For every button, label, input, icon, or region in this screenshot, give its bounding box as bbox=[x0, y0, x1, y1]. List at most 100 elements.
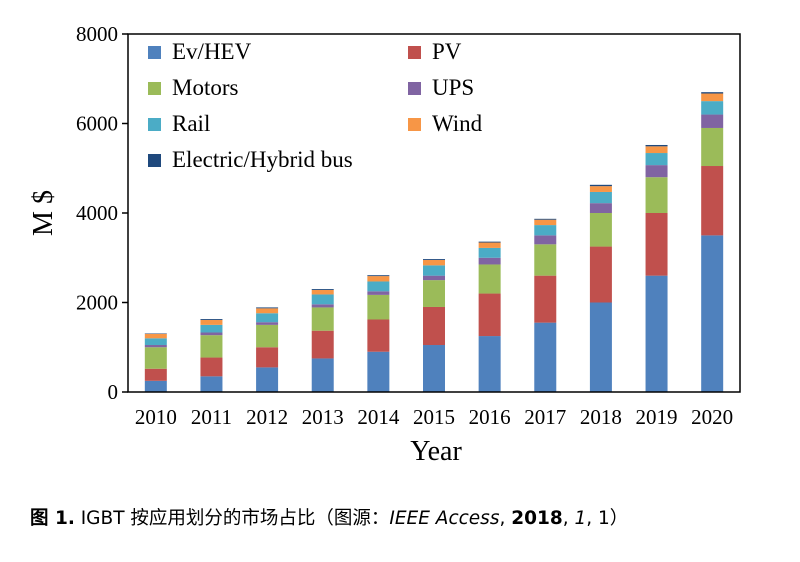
igbt-market-chart: 0 2000 4000 6000 8000 2010 2011 2012 2013 2014 201… bbox=[28, 22, 741, 467]
bar-segment-ups-2017 bbox=[534, 235, 557, 245]
bar-segment-motors-2014 bbox=[367, 294, 390, 320]
legend-swatch bbox=[148, 154, 161, 167]
bar-segment-electric-hybrid-bus-2018 bbox=[589, 184, 612, 187]
legend-label: UPS bbox=[432, 75, 474, 100]
caption-journal: IEEE Access bbox=[389, 508, 500, 529]
legend-swatch bbox=[148, 118, 161, 131]
bar-segment-ups-2018 bbox=[589, 203, 612, 213]
bar-segment-pv-2011 bbox=[200, 357, 223, 377]
bar-segment-ev-hev-2010 bbox=[144, 380, 167, 392]
legend-swatch bbox=[148, 82, 161, 95]
bar-segment-wind-2018 bbox=[589, 186, 612, 192]
x-tick-label: 2011 bbox=[191, 405, 232, 429]
y-axis-label: M $ bbox=[28, 190, 59, 236]
bar-segment-ups-2014 bbox=[367, 291, 390, 295]
legend-label: Rail bbox=[172, 111, 210, 136]
bar-segment-rail-2013 bbox=[311, 294, 334, 305]
bar-segment-motors-2016 bbox=[478, 264, 501, 294]
bar-segment-electric-hybrid-bus-2015 bbox=[423, 259, 445, 260]
bar-segment-motors-2011 bbox=[200, 335, 223, 358]
legend-label: Wind bbox=[432, 111, 483, 136]
x-tick-label: 2015 bbox=[413, 405, 455, 429]
bar-segment-rail-2014 bbox=[367, 281, 390, 292]
x-tick-label: 2018 bbox=[580, 405, 622, 429]
bar-segment-rail-2020 bbox=[701, 101, 724, 115]
caption-year: 2018 bbox=[511, 508, 563, 529]
y-tick-label: 0 bbox=[108, 380, 119, 404]
bar-segment-electric-hybrid-bus-2013 bbox=[311, 289, 334, 290]
bar-segment-wind-2015 bbox=[423, 259, 445, 266]
y-tick-label: 2000 bbox=[76, 291, 118, 315]
bar-segment-ups-2010 bbox=[144, 345, 167, 348]
bar-segment-ups-2015 bbox=[423, 275, 445, 281]
x-tick-label: 2017 bbox=[524, 405, 566, 429]
bar-segment-ev-hev-2019 bbox=[645, 275, 668, 392]
bar-segment-pv-2012 bbox=[256, 347, 279, 368]
bar-segment-wind-2014 bbox=[367, 276, 390, 282]
bar-segment-rail-2012 bbox=[256, 313, 279, 323]
bar-segment-rail-2015 bbox=[423, 265, 445, 276]
caption-tail: , 1） bbox=[586, 508, 629, 529]
bar-segment-pv-2013 bbox=[311, 330, 334, 359]
bar-segment-rail-2018 bbox=[589, 191, 612, 204]
figure-caption: 图 1. IGBT 按应用划分的市场占比（图源：IEEE Access, 201… bbox=[30, 504, 790, 530]
bar-segment-pv-2017 bbox=[534, 275, 557, 323]
bar-segment-pv-2015 bbox=[423, 306, 445, 346]
bar-segment-wind-2019 bbox=[645, 146, 668, 154]
bar-segment-ev-hev-2011 bbox=[200, 376, 223, 392]
legend-swatch bbox=[148, 46, 161, 59]
caption-volume: 1 bbox=[574, 508, 587, 529]
bar-segment-electric-hybrid-bus-2012 bbox=[256, 307, 279, 309]
bar-segment-ups-2012 bbox=[256, 322, 279, 325]
x-tick-label: 2016 bbox=[469, 405, 511, 429]
bar-segment-ev-hev-2012 bbox=[256, 367, 279, 392]
bar-segment-ev-hev-2020 bbox=[701, 235, 724, 392]
bar-segment-electric-hybrid-bus-2011 bbox=[200, 319, 223, 320]
legend-label: Electric/Hybrid bus bbox=[172, 147, 353, 172]
x-tick-label: 2014 bbox=[357, 405, 400, 429]
x-axis-label: Year bbox=[410, 436, 462, 467]
caption-text: IGBT 按应用划分的市场占比（图源： bbox=[74, 508, 390, 529]
bar-segment-ev-hev-2018 bbox=[589, 302, 612, 392]
bar-segment-wind-2020 bbox=[701, 93, 724, 102]
bar-segment-rail-2010 bbox=[144, 338, 167, 346]
bar-segment-ups-2013 bbox=[311, 304, 334, 308]
bar-segment-rail-2016 bbox=[478, 247, 501, 258]
bar-segment-pv-2019 bbox=[645, 213, 668, 276]
legend-label: Ev/HEV bbox=[172, 39, 252, 64]
caption-sep2: , bbox=[562, 508, 575, 529]
x-tick-label: 2019 bbox=[636, 405, 678, 429]
bar-segment-rail-2011 bbox=[200, 324, 223, 333]
bar-segment-wind-2013 bbox=[311, 289, 334, 295]
bar-segment-electric-hybrid-bus-2014 bbox=[367, 275, 390, 277]
bar-segment-ev-hev-2013 bbox=[311, 358, 334, 392]
legend-swatch bbox=[408, 118, 421, 131]
bar-segment-motors-2012 bbox=[256, 324, 279, 348]
bar-segment-wind-2016 bbox=[478, 242, 501, 248]
bar-segment-electric-hybrid-bus-2019 bbox=[645, 144, 668, 147]
bar-segment-ev-hev-2014 bbox=[367, 351, 390, 392]
bar-segment-electric-hybrid-bus-2017 bbox=[534, 218, 557, 220]
bar-segment-ev-hev-2016 bbox=[478, 336, 501, 392]
bar-segment-pv-2016 bbox=[478, 293, 501, 337]
y-tick-label: 6000 bbox=[76, 112, 118, 136]
bar-segment-rail-2017 bbox=[534, 225, 557, 236]
x-tick-label: 2010 bbox=[135, 405, 177, 429]
bar-segment-wind-2012 bbox=[256, 308, 279, 314]
bar-segment-ups-2011 bbox=[200, 332, 223, 336]
bar-segment-pv-2018 bbox=[589, 246, 612, 303]
bar-segment-wind-2010 bbox=[144, 333, 167, 339]
legend-label: Motors bbox=[172, 75, 239, 100]
bar-segment-rail-2019 bbox=[645, 153, 668, 166]
bar-segment-ev-hev-2017 bbox=[534, 322, 557, 392]
bar-segment-electric-hybrid-bus-2016 bbox=[478, 241, 501, 243]
bar-segment-motors-2013 bbox=[311, 307, 334, 331]
y-tick-label: 4000 bbox=[76, 201, 118, 225]
bar-segment-ups-2016 bbox=[478, 257, 501, 265]
bar-segment-motors-2020 bbox=[701, 127, 724, 167]
bar-segment-pv-2020 bbox=[701, 166, 724, 236]
bar-segment-pv-2010 bbox=[144, 368, 167, 381]
bar-segment-motors-2015 bbox=[423, 280, 445, 307]
bar-segment-ev-hev-2015 bbox=[423, 345, 445, 392]
bar-segment-motors-2018 bbox=[589, 213, 612, 247]
